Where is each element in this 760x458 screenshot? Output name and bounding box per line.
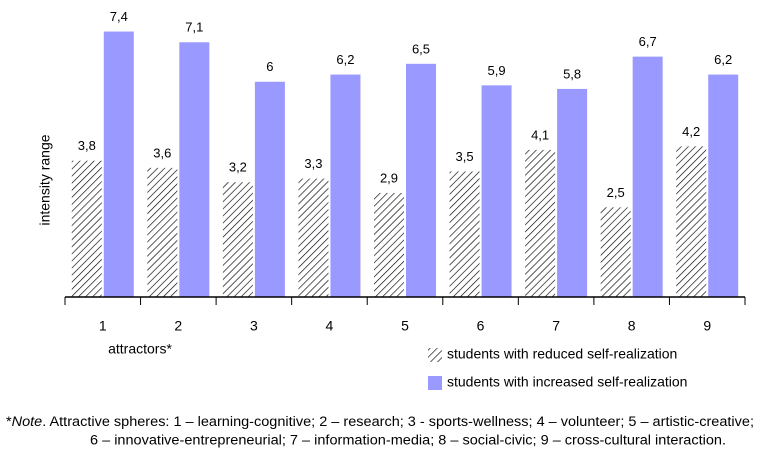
x-tick-label: 7 <box>552 318 560 334</box>
bar <box>449 171 480 297</box>
bar <box>103 31 134 298</box>
value-label: 6,7 <box>639 34 657 49</box>
value-label: 7,4 <box>110 9 128 24</box>
note-label: Note <box>12 414 43 429</box>
value-label: 3,3 <box>304 156 322 171</box>
bar <box>676 146 707 297</box>
note-text: 6 – innovative-entrepreneurial; 7 – info… <box>90 433 726 448</box>
value-label: 3,6 <box>153 145 171 160</box>
bar <box>557 88 588 297</box>
note-text: . Attractive spheres: 1 – learning-cogni… <box>42 414 754 429</box>
value-label: 6 <box>266 59 273 74</box>
x-tick-label: 2 <box>174 318 182 334</box>
legend-label: students with reduced self-realization <box>447 346 677 362</box>
bar <box>147 167 178 297</box>
value-label: 2,9 <box>380 170 398 185</box>
bar <box>525 149 556 297</box>
bar <box>298 178 329 297</box>
x-tick-label: 8 <box>628 318 636 334</box>
value-label: 7,1 <box>185 20 203 35</box>
bar <box>222 182 253 297</box>
note-line: *Note. Attractive spheres: 1 – learning-… <box>6 414 754 429</box>
bar <box>708 74 739 297</box>
x-tick-label: 3 <box>250 318 258 334</box>
x-tick-label: 9 <box>703 318 711 334</box>
value-label: 5,9 <box>488 63 506 78</box>
value-label: 5,8 <box>563 66 581 81</box>
y-axis-label: intensity range <box>37 134 53 225</box>
value-label: 6,5 <box>412 41 430 56</box>
legend-swatch <box>428 348 442 362</box>
x-tick-label: 4 <box>326 318 334 334</box>
bar <box>481 85 512 298</box>
x-tick-label: 5 <box>401 318 409 334</box>
note-mark: * <box>6 414 12 429</box>
value-label: 3,5 <box>456 149 474 164</box>
value-label: 4,2 <box>682 124 700 139</box>
bar <box>600 207 631 297</box>
bar <box>254 81 285 297</box>
x-tick-label: 6 <box>477 318 485 334</box>
bar <box>330 74 361 297</box>
value-label: 3,2 <box>229 160 247 175</box>
x-axis-label: attractors* <box>108 341 172 357</box>
bar <box>71 160 102 297</box>
legend-label: students with increased self-realization <box>447 374 687 390</box>
value-label: 4,1 <box>531 127 549 142</box>
value-label: 6,2 <box>714 52 732 67</box>
bar <box>374 192 404 297</box>
legend-swatch <box>428 376 442 390</box>
value-label: 3,8 <box>78 138 96 153</box>
bar <box>406 63 436 297</box>
bar <box>632 56 663 298</box>
x-tick-label: 1 <box>99 318 107 334</box>
bar <box>179 42 210 297</box>
value-label: 2,5 <box>607 185 625 200</box>
value-label: 6,2 <box>336 52 354 67</box>
